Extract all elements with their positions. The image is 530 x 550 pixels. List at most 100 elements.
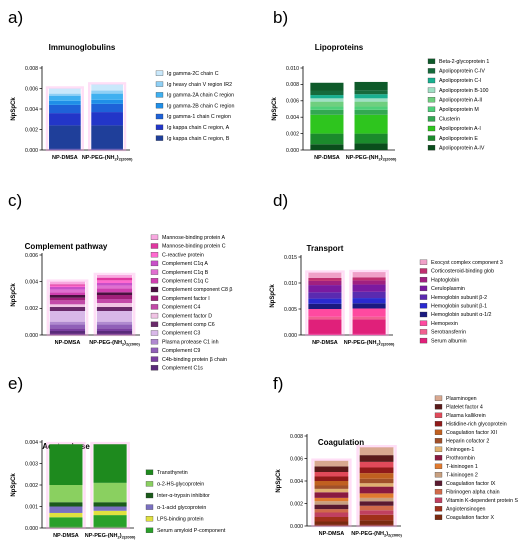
legend-swatch	[434, 438, 443, 444]
bar-segment	[352, 291, 386, 299]
bar-segment	[93, 510, 127, 516]
y-tick-label: 0.002	[290, 501, 303, 507]
legend-label: Ig kappa chain C region, B	[167, 136, 230, 142]
legend-label: Complement C9	[162, 348, 200, 354]
bar-segment	[359, 473, 394, 479]
y-tick-label: 0.006	[290, 456, 303, 462]
chart-svg-f: f) Coagulation NpSpCk 0.000 0.002 0.004 0.006 0…	[273, 374, 519, 538]
legend-label: α-1-acid glycoprotein	[157, 505, 206, 511]
bar-segment	[91, 125, 123, 150]
legend-label: T-kininogen 1	[446, 464, 478, 470]
y-axis-label: NpSpCk	[276, 469, 282, 493]
legend-label: Apolipoprotein A-I	[439, 126, 481, 132]
bar-segment	[96, 285, 133, 289]
bar-segment	[308, 309, 342, 317]
bar-segment	[359, 478, 394, 484]
bar-highlight	[311, 458, 352, 528]
bar-highlight	[46, 279, 89, 337]
x-tick-label: NP-PEG-(NH2)2(2000)	[346, 155, 397, 162]
legend-swatch	[434, 455, 443, 461]
y-tick-label: 0.010	[284, 281, 297, 287]
legend-label: Apolipoprotein A-IV	[439, 145, 485, 151]
legend-label: Mannose-binding protein A	[162, 235, 225, 241]
legend-swatch	[427, 97, 436, 103]
panel-label: e)	[8, 374, 23, 393]
bar-segment	[310, 95, 344, 99]
legend-swatch	[434, 480, 443, 486]
bar-segment	[93, 502, 127, 507]
x-tick-label-sub2: 2(2000)	[122, 535, 136, 540]
legend-label: Apolipoprotein E	[439, 136, 478, 142]
legend-swatch	[155, 81, 164, 87]
x-tick-label: NP-DMSA	[312, 340, 338, 346]
bar-segment	[49, 328, 86, 331]
legend-label: Serum albumin	[431, 338, 467, 344]
legend-swatch	[419, 337, 428, 344]
legend-swatch	[427, 135, 436, 141]
legend-label: Clusterin	[439, 117, 460, 123]
legend-label: Kininogen-1	[446, 447, 474, 453]
bar-segment	[314, 509, 349, 513]
y-tick-label: 0.002	[25, 483, 38, 489]
chart-title: Immunoglobulins	[49, 43, 116, 52]
legend-swatch	[419, 285, 428, 292]
x-tick-label-main2: )	[386, 531, 388, 537]
bar-segment	[308, 280, 342, 286]
bar-segment	[49, 292, 86, 295]
bar-segment	[359, 467, 394, 474]
legend-label: Complement C1s	[162, 366, 203, 372]
bar-segment	[96, 311, 133, 322]
legend-swatch	[427, 125, 436, 132]
legend-swatch	[150, 234, 159, 240]
y-axis-label: NpSpCk	[11, 473, 17, 497]
y-tick-label: 0.005	[284, 307, 297, 313]
y-tick-label: 0.008	[25, 66, 38, 72]
legend-swatch	[150, 269, 159, 275]
legend-swatch	[150, 347, 159, 354]
bar-segment	[308, 285, 342, 293]
bar-segment	[49, 285, 86, 287]
legend-swatch	[434, 446, 443, 452]
bar-highlight	[305, 270, 345, 337]
bar-segment	[314, 472, 349, 477]
bar-segment	[314, 504, 349, 510]
bar-segment	[308, 316, 342, 320]
legend-label: Complement component C8 β	[162, 287, 232, 293]
bar-segment	[352, 280, 386, 285]
panel-b: b) Lipoproteins NpSpCk 0.000 0.002 0.004 0.006…	[265, 0, 530, 183]
legend-label: Complement factor I	[162, 296, 210, 302]
x-tick-label-main2: )	[124, 340, 126, 346]
y-tick-label: 0.000	[284, 333, 297, 339]
y-tick-label: 0.003	[25, 461, 38, 467]
bar-segment	[354, 109, 388, 115]
legend-swatch	[419, 268, 428, 274]
bar-segment	[49, 289, 86, 293]
legend-swatch	[150, 286, 159, 293]
bar-segment	[91, 93, 123, 100]
bar-segment	[49, 297, 86, 301]
legend-label: Fibrinogen alpha chain	[446, 490, 500, 496]
y-tick-label: 0.006	[25, 86, 38, 92]
legend-swatch	[427, 58, 436, 64]
bar-segment	[354, 101, 388, 107]
legend-swatch	[427, 77, 436, 84]
panel-label: d)	[273, 191, 288, 210]
bar-segment	[49, 485, 83, 503]
legend-label: Plasma protease C1 inh	[162, 339, 219, 345]
bar-segment	[310, 144, 344, 150]
bar-segment	[359, 501, 394, 506]
y-axis-label: NpSpCk	[11, 283, 17, 307]
x-tick-label-main: NP-PEG-(NH	[346, 155, 379, 161]
bar-segment	[91, 90, 123, 94]
legend-label: Complement C3	[162, 331, 200, 337]
bar-segment	[308, 303, 342, 309]
legend-label: Ig heavy chain V region IR2	[167, 82, 232, 88]
legend-swatch	[150, 356, 159, 362]
legend-swatch	[150, 321, 159, 327]
legend-label: Heparin cofactor 2	[446, 439, 489, 445]
x-tick-label: NP-DMSA	[319, 531, 345, 537]
legend-label: Complement C1q B	[162, 270, 209, 276]
legend-label: Complement factor D	[162, 313, 212, 319]
y-tick-label: 0.004	[25, 279, 38, 285]
x-tick-label-sub: 2	[117, 535, 120, 540]
